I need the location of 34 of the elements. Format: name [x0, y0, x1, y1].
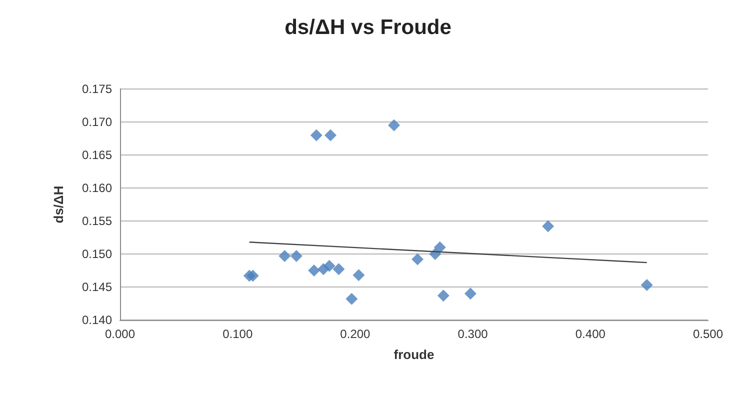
y-tick-label: 0.175 — [82, 82, 112, 96]
x-tick-label: 0.400 — [575, 327, 606, 341]
point — [388, 119, 400, 132]
point — [310, 129, 322, 142]
point — [346, 292, 358, 305]
point — [308, 264, 320, 276]
point — [464, 288, 476, 300]
x-tick-label: 0.000 — [104, 327, 136, 341]
point — [246, 270, 259, 282]
y-tick-label: 0.150 — [82, 247, 112, 261]
point — [323, 260, 336, 272]
y-tick-label: 0.145 — [82, 280, 112, 294]
x-axis-title: froude — [394, 347, 434, 362]
y-tick-label: 0.165 — [82, 148, 112, 162]
x-tick-label: 0.300 — [458, 327, 488, 341]
y-tick-label: 0.155 — [82, 214, 112, 228]
point — [640, 279, 653, 292]
point — [542, 220, 554, 232]
y-tick-label: 0.170 — [82, 115, 112, 129]
y-axis-title: ds/ΔH — [51, 186, 66, 224]
point — [437, 290, 450, 302]
point — [412, 253, 424, 266]
point — [324, 129, 337, 142]
y-tick-label: 0.140 — [82, 313, 112, 327]
x-tick-label: 0.200 — [340, 327, 371, 341]
point — [332, 263, 345, 276]
point — [434, 241, 446, 254]
y-tick-label: 0.160 — [82, 181, 112, 195]
point — [290, 250, 302, 262]
x-tick-label: 0.100 — [222, 327, 253, 341]
chart-title: ds/ΔH vs Froude — [284, 16, 452, 39]
point — [352, 269, 365, 282]
x-tick-label: 0.500 — [692, 327, 724, 341]
point — [278, 250, 291, 262]
